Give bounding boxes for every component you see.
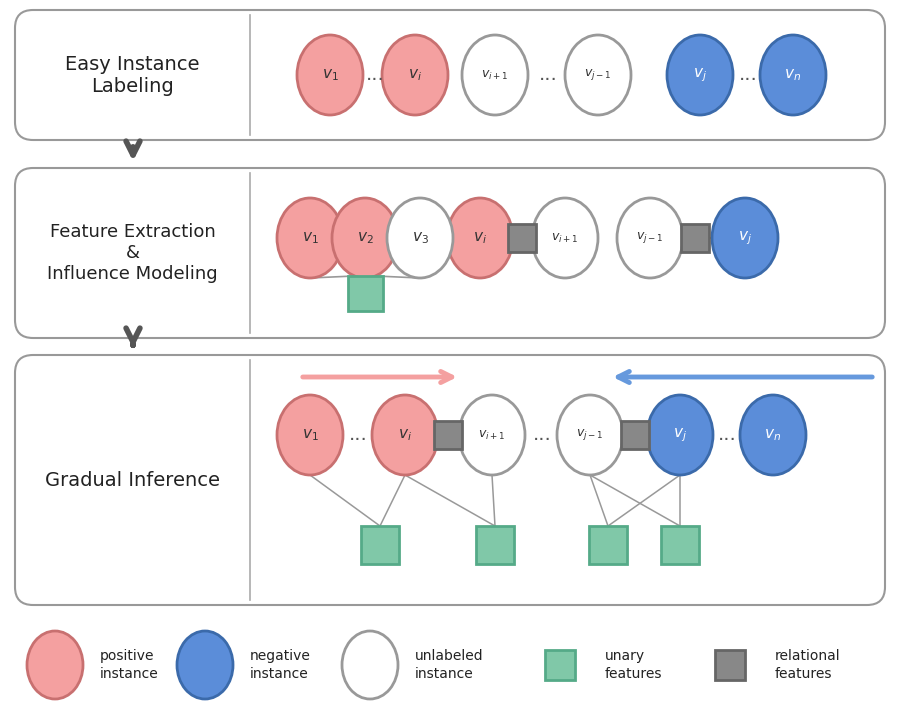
Ellipse shape: [447, 198, 513, 278]
Text: $v_{j-1}$: $v_{j-1}$: [576, 428, 604, 443]
Ellipse shape: [462, 35, 528, 115]
Text: $v_3$: $v_3$: [411, 230, 428, 246]
Bar: [545, 650, 575, 680]
Ellipse shape: [27, 631, 83, 699]
Ellipse shape: [332, 198, 398, 278]
Ellipse shape: [667, 35, 733, 115]
Text: Feature Extraction
&
Influence Modeling: Feature Extraction & Influence Modeling: [47, 223, 218, 283]
Text: ...: ...: [538, 66, 557, 85]
Ellipse shape: [557, 395, 623, 475]
Text: $v_{j-1}$: $v_{j-1}$: [636, 230, 663, 245]
Ellipse shape: [647, 395, 713, 475]
Bar: [508, 224, 536, 252]
Bar: [434, 421, 462, 449]
Text: ...: ...: [717, 426, 736, 444]
Bar: [661, 526, 699, 564]
Ellipse shape: [177, 631, 233, 699]
Text: $v_2$: $v_2$: [356, 230, 374, 246]
Bar: [681, 224, 709, 252]
FancyBboxPatch shape: [15, 168, 885, 338]
Bar: [621, 421, 649, 449]
Bar: [476, 526, 514, 564]
Ellipse shape: [372, 395, 438, 475]
Text: $v_{i+1}$: $v_{i+1}$: [478, 429, 506, 441]
Text: $v_{j-1}$: $v_{j-1}$: [584, 68, 612, 83]
Text: $v_i$: $v_i$: [473, 230, 487, 246]
Text: $v_i$: $v_i$: [398, 427, 412, 443]
Text: $v_j$: $v_j$: [693, 66, 707, 84]
Text: $v_{i+1}$: $v_{i+1}$: [552, 232, 579, 245]
Bar: [715, 650, 745, 680]
Text: unary
features: unary features: [605, 649, 662, 681]
Bar: [361, 526, 399, 564]
Text: Gradual Inference: Gradual Inference: [45, 471, 220, 490]
Text: $v_j$: $v_j$: [673, 426, 687, 443]
Ellipse shape: [760, 35, 826, 115]
FancyBboxPatch shape: [15, 355, 885, 605]
Text: $v_{i+1}$: $v_{i+1}$: [482, 68, 508, 81]
Text: $v_j$: $v_j$: [738, 229, 752, 247]
Ellipse shape: [297, 35, 363, 115]
Ellipse shape: [532, 198, 598, 278]
Ellipse shape: [387, 198, 453, 278]
Text: unlabeled
instance: unlabeled instance: [415, 649, 483, 681]
Ellipse shape: [565, 35, 631, 115]
Text: $v_1$: $v_1$: [302, 230, 319, 246]
Text: relational
features: relational features: [775, 649, 841, 681]
Text: ...: ...: [365, 66, 384, 85]
Text: $v_n$: $v_n$: [764, 427, 781, 443]
Ellipse shape: [617, 198, 683, 278]
Text: ...: ...: [739, 66, 758, 85]
Text: ...: ...: [533, 426, 552, 444]
Ellipse shape: [277, 395, 343, 475]
Text: $v_1$: $v_1$: [321, 67, 338, 83]
Text: $v_i$: $v_i$: [408, 67, 422, 83]
Ellipse shape: [740, 395, 806, 475]
Text: $v_n$: $v_n$: [785, 67, 802, 83]
Bar: [347, 275, 382, 310]
Text: ...: ...: [348, 426, 367, 444]
Ellipse shape: [342, 631, 398, 699]
Ellipse shape: [382, 35, 448, 115]
Bar: [589, 526, 627, 564]
Text: negative
instance: negative instance: [250, 649, 310, 681]
FancyBboxPatch shape: [15, 10, 885, 140]
Text: Easy Instance
Labeling: Easy Instance Labeling: [65, 54, 200, 96]
Text: $v_1$: $v_1$: [302, 427, 319, 443]
Ellipse shape: [459, 395, 525, 475]
Text: positive
instance: positive instance: [100, 649, 158, 681]
Ellipse shape: [277, 198, 343, 278]
Ellipse shape: [712, 198, 778, 278]
